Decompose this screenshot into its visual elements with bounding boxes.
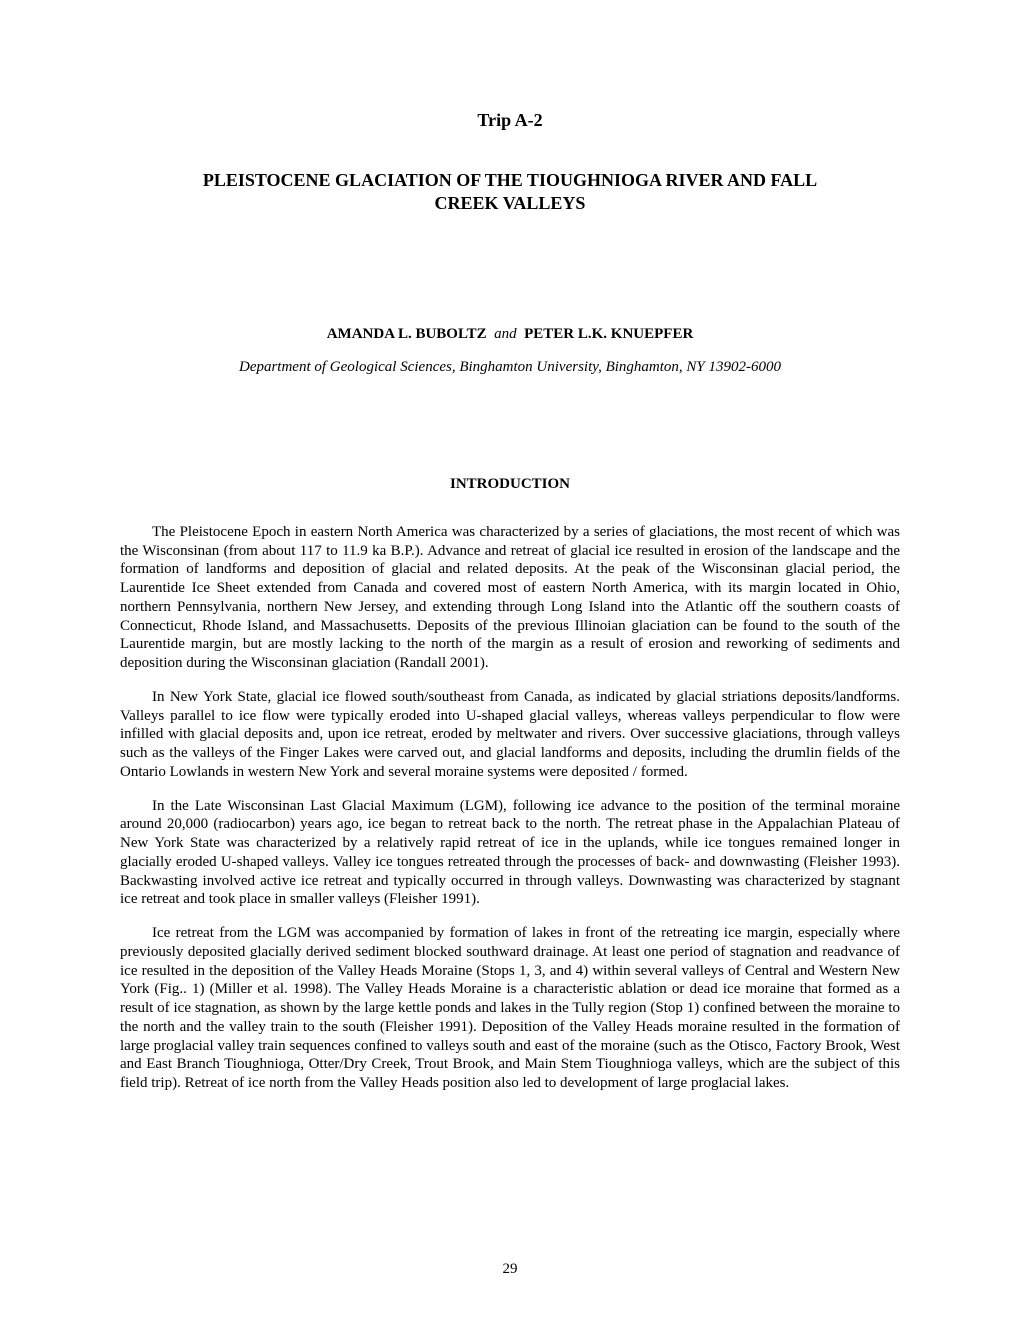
- section-heading-introduction: INTRODUCTION: [120, 476, 900, 493]
- page-number: 29: [0, 1261, 1020, 1278]
- title-line-2: CREEK VALLEYS: [435, 193, 586, 213]
- title-line-1: PLEISTOCENE GLACIATION OF THE TIOUGHNIOG…: [203, 170, 817, 190]
- authors-and: and: [494, 326, 517, 342]
- paragraph-4: Ice retreat from the LGM was accompanied…: [120, 924, 900, 1093]
- affiliation: Department of Geological Sciences, Bingh…: [120, 359, 900, 376]
- author-2: PETER L.K. KNUEPFER: [524, 326, 693, 342]
- paragraph-3: In the Late Wisconsinan Last Glacial Max…: [120, 797, 900, 910]
- paper-title: PLEISTOCENE GLACIATION OF THE TIOUGHNIOG…: [120, 169, 900, 216]
- authors-line: AMANDA L. BUBOLTZ and PETER L.K. KNUEPFE…: [120, 326, 900, 343]
- page: Trip A-2 PLEISTOCENE GLACIATION OF THE T…: [0, 0, 1020, 1320]
- paragraph-1: The Pleistocene Epoch in eastern North A…: [120, 523, 900, 673]
- trip-label: Trip A-2: [120, 110, 900, 131]
- author-1: AMANDA L. BUBOLTZ: [327, 326, 487, 342]
- paragraph-2: In New York State, glacial ice flowed so…: [120, 688, 900, 782]
